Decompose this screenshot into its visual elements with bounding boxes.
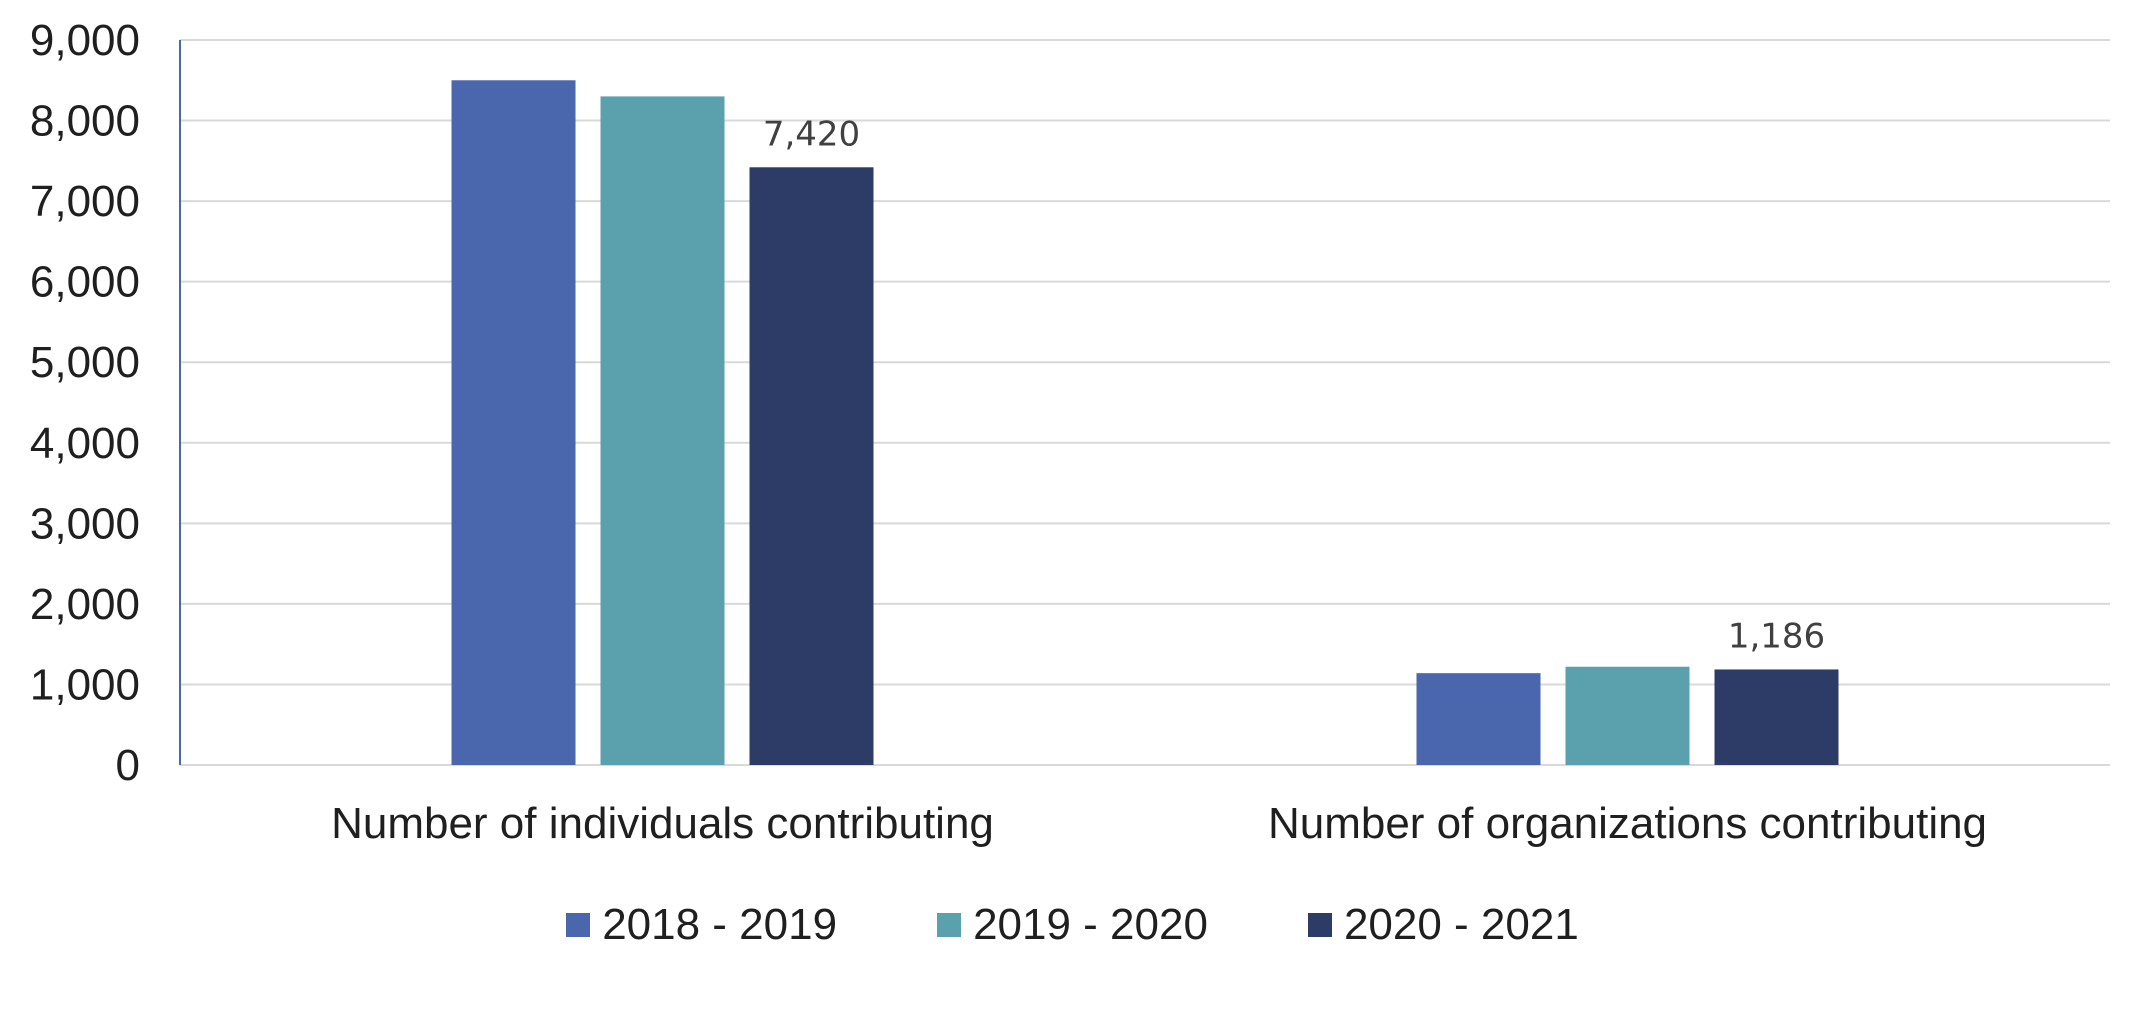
y-tick-label: 8,000 — [30, 97, 140, 146]
y-tick-label: 4,000 — [30, 419, 140, 468]
y-tick-label: 5,000 — [30, 338, 140, 387]
bar-2-2 — [1565, 666, 1690, 765]
y-tick-label: 7,000 — [30, 177, 140, 226]
bar-1-1 — [451, 80, 576, 766]
legend-label: 2020 - 2021 — [1343, 900, 1579, 949]
category-label: Number of individuals contributing — [331, 799, 994, 848]
y-tick-label: 9,000 — [30, 16, 140, 65]
y-tick-label: 0 — [116, 741, 140, 790]
legend-swatch — [937, 913, 962, 937]
legend-label: 2018 - 2019 — [602, 900, 838, 949]
y-tick-label: 3,000 — [30, 499, 140, 548]
y-tick-label: 1,000 — [30, 660, 140, 709]
legend-item: 2018 - 2019 — [566, 900, 837, 950]
data-label: 7,420 — [763, 114, 860, 154]
labels: 0 1,000 2,000 3,000 4,000 5,000 6,000 7,000 8,00… — [30, 16, 1987, 848]
legend-swatch — [1307, 913, 1332, 937]
legend-swatch — [566, 913, 591, 937]
category-label: Number of organizations contributing — [1268, 799, 1987, 848]
legend-item: 2019 - 2020 — [937, 900, 1208, 950]
bar-1-2 — [1416, 673, 1541, 765]
bar-2-1 — [600, 96, 725, 765]
data-label: 1,186 — [1728, 616, 1825, 656]
bars — [451, 80, 1839, 766]
y-tick-label: 6,000 — [30, 258, 140, 307]
legend-item: 2020 - 2021 — [1307, 900, 1579, 950]
y-tick-label: 2,000 — [30, 580, 140, 629]
bar-3-2 — [1714, 669, 1839, 765]
bar-3-1 — [749, 167, 874, 765]
legend-label: 2019 - 2020 — [973, 900, 1208, 949]
legend: 2018 - 2019 2019 - 2020 2020 - 2021 — [0, 895, 2145, 955]
